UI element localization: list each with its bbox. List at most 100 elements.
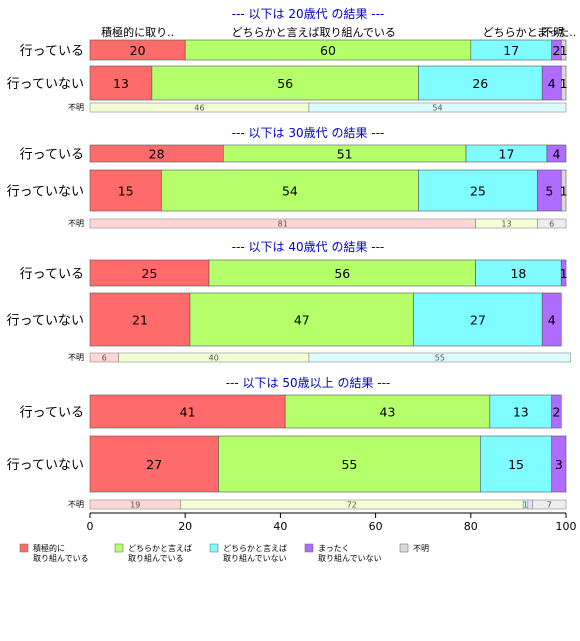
header-label: 積極的に取り..: [101, 25, 174, 39]
data-label: 13: [513, 405, 529, 420]
header-label: どちらかと言えば取り組んでいる: [231, 26, 395, 39]
data-label: 1: [560, 266, 568, 281]
header-label: どちらかと..: [483, 26, 545, 39]
panel-title: --- 以下は 30歳代 の結果 ---: [232, 126, 385, 140]
data-label: 47: [294, 313, 310, 328]
unknown-data-label: 19: [130, 501, 140, 510]
unknown-label: 不明: [68, 353, 84, 362]
bar-segment: [551, 394, 562, 429]
row-label: 行っている: [20, 267, 84, 282]
bar-segment: [546, 144, 567, 163]
row-label: 行っている: [20, 406, 84, 421]
legend-swatch: [209, 543, 219, 553]
legend-label: 取り組んでいる: [128, 553, 184, 563]
row-label: 行っていない: [7, 77, 84, 92]
panel-title: --- 以下は 20歳代 の結果 ---: [232, 7, 385, 21]
legend-label: 取り組んでいる: [33, 553, 89, 563]
x-tick-label: 80: [464, 520, 478, 533]
data-label: 25: [470, 184, 486, 199]
bar-segment: [284, 394, 491, 429]
data-label: 54: [282, 184, 298, 199]
unknown-data-label: 72: [347, 501, 357, 510]
bar-segment: [151, 65, 419, 101]
legend-label: どちらかと言えば: [223, 543, 287, 553]
bar-segment: [208, 259, 476, 287]
data-label: 43: [380, 405, 396, 420]
data-label: 1: [560, 76, 568, 91]
data-label: 27: [146, 457, 162, 472]
unknown-data-label: 40: [209, 354, 219, 363]
x-tick-label: 100: [556, 520, 577, 533]
unknown-label: 不明: [68, 500, 84, 509]
data-label: 3: [555, 457, 563, 472]
data-label: 51: [337, 147, 353, 162]
header-label: 不明: [542, 26, 564, 39]
header-label: まった..: [537, 26, 577, 39]
data-label: 15: [508, 457, 524, 472]
unknown-data-label: 13: [501, 220, 511, 229]
unknown-data-label: 6: [549, 220, 554, 229]
data-label: 55: [341, 457, 357, 472]
data-label: 5: [545, 184, 553, 199]
x-tick-label: 20: [178, 520, 192, 533]
unknown-data-label: 1: [523, 501, 528, 510]
data-label: 28: [149, 147, 165, 162]
x-tick-label: 60: [369, 520, 383, 533]
unknown-segment: [527, 499, 533, 510]
bar-segment: [89, 435, 219, 493]
data-label: 56: [277, 76, 293, 91]
bar-segment: [413, 292, 543, 347]
unknown-data-label: 54: [432, 104, 442, 113]
data-label: 26: [472, 76, 488, 91]
bar-segment: [560, 259, 567, 287]
legend-label: まったく: [318, 544, 350, 553]
data-label: 18: [510, 266, 526, 281]
bar-segment: [89, 259, 210, 287]
bar-segment: [560, 39, 567, 61]
data-label: 25: [142, 266, 158, 281]
legend-label: 取り組んでいない: [223, 553, 287, 563]
data-label: 4: [553, 147, 561, 162]
legend-label: 積極的に: [33, 543, 65, 553]
data-label: 1: [560, 184, 568, 199]
bar-segment: [489, 394, 553, 429]
unknown-data-label: 81: [278, 220, 288, 229]
bar-segment: [560, 65, 567, 101]
unknown-label: 不明: [68, 219, 84, 228]
data-label: 41: [180, 405, 196, 420]
data-label: 27: [470, 313, 486, 328]
bar-segment: [89, 169, 162, 212]
unknown-segment: [537, 218, 567, 229]
data-label: 60: [320, 43, 336, 58]
unknown-data-label: 6: [102, 354, 107, 363]
data-label: 15: [118, 184, 134, 199]
row-label: 行っていない: [7, 458, 84, 473]
data-label: 17: [503, 43, 519, 58]
data-label: 13: [113, 76, 129, 91]
x-tick-label: 40: [273, 520, 287, 533]
row-label: 行っている: [20, 148, 84, 163]
unknown-segment: [532, 499, 567, 510]
bar-segment: [475, 259, 562, 287]
row-label: 行っていない: [7, 185, 84, 200]
data-label: 17: [499, 147, 515, 162]
data-label: 20: [130, 43, 146, 58]
x-tick-label: 0: [87, 520, 94, 533]
data-label: 56: [334, 266, 350, 281]
data-label: 1: [560, 43, 568, 58]
data-label: 21: [132, 313, 148, 328]
legend-swatch: [399, 543, 409, 553]
legend-swatch: [114, 543, 124, 553]
panel-title: --- 以下は 40歳代 の結果 ---: [232, 240, 385, 254]
unknown-label: 不明: [68, 103, 84, 112]
bar-segment: [161, 169, 419, 212]
legend-label: 不明: [413, 544, 429, 553]
data-label: 2: [553, 43, 561, 58]
unknown-segment: [308, 352, 572, 363]
legend-swatch: [19, 543, 29, 553]
legend-swatch: [304, 543, 314, 553]
data-label: 2: [553, 405, 561, 420]
bar-segment: [551, 435, 567, 493]
data-label: 4: [548, 76, 556, 91]
